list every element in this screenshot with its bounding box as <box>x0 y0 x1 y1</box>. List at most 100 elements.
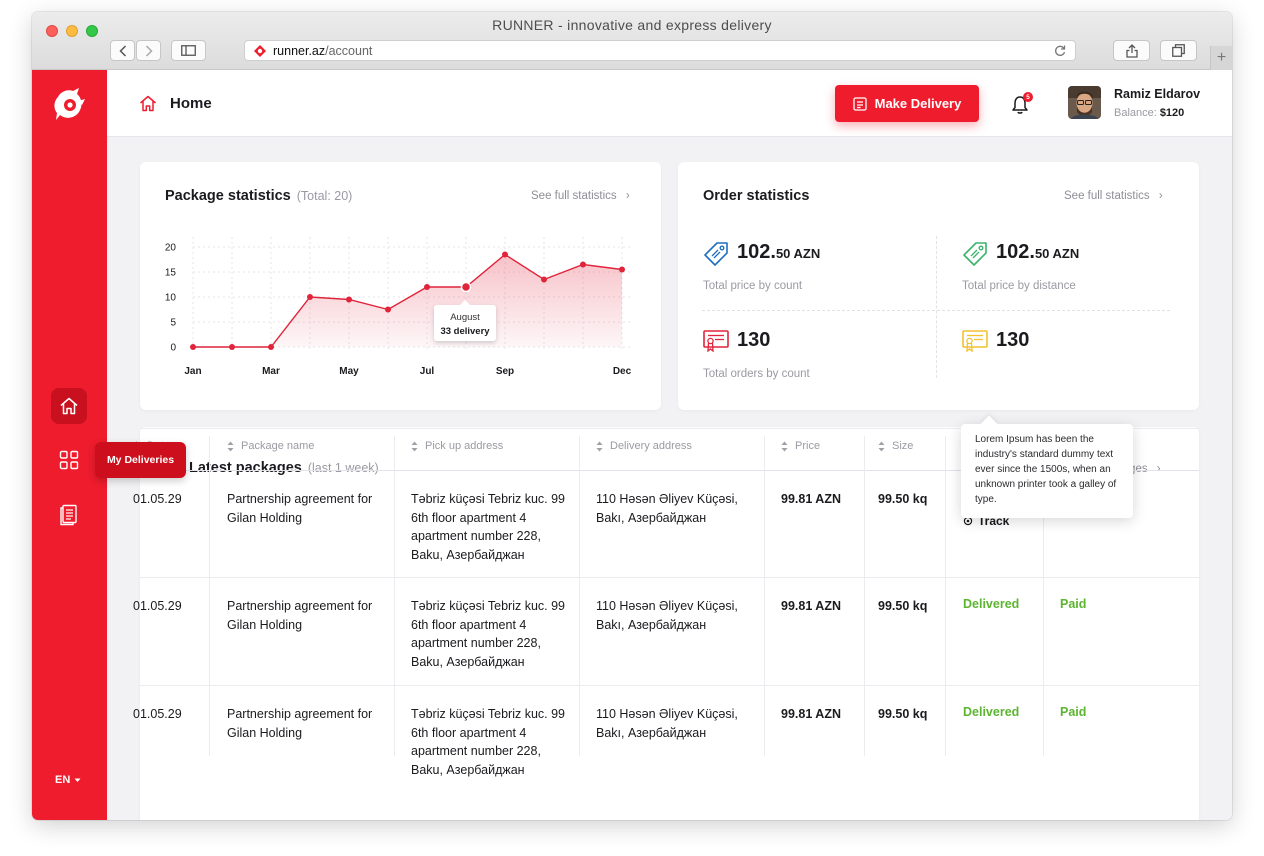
price-tag-icon <box>963 242 987 266</box>
latest-packages-heading: Latest packages <box>189 460 302 476</box>
user-photo-icon <box>1068 86 1101 119</box>
package-total: (Total: 20) <box>296 189 353 203</box>
address-bar[interactable]: runner.az/account <box>244 40 1076 61</box>
close-window-button[interactable] <box>46 25 58 37</box>
x-tick-label: Jul <box>420 366 435 377</box>
plus-icon: + <box>1216 49 1227 66</box>
order-statistics-card: Order statistics See full statistics › 1… <box>678 162 1199 410</box>
sidebar-tooltip: My Deliveries <box>95 442 186 478</box>
browser-toolbar: RUNNER - innovative and express delivery… <box>32 12 1232 70</box>
column-label: Size <box>892 440 914 452</box>
forward-button[interactable] <box>136 40 161 61</box>
column-header[interactable]: Pick up address <box>411 440 503 452</box>
cell-pickup: Təbriz küçəsi Tebriz kuc. 99 6th floor a… <box>411 707 565 777</box>
make-delivery-button[interactable]: Make Delivery <box>835 85 979 122</box>
stat-value-main: 102. <box>996 241 1035 263</box>
sort-icon <box>878 441 885 451</box>
home-icon <box>60 397 78 415</box>
column-header[interactable]: Package name <box>227 440 314 452</box>
column-label: Package name <box>241 440 315 452</box>
info-tooltip: Lorem Ipsum has been the industry's stan… <box>961 424 1133 518</box>
stat-value-small: 50 AZN <box>1034 246 1080 261</box>
see-full-statistics-link[interactable]: See full statistics › <box>1064 190 1163 202</box>
sort-icon <box>781 441 788 451</box>
user-balance: Balance: $120 <box>1114 107 1184 119</box>
cell-name: Partnership agreement for Gilan Holding <box>227 492 373 525</box>
stat-value-main: 130 <box>737 329 771 351</box>
total-orders-by-count-value: 130 <box>737 329 770 352</box>
chart-point <box>268 344 274 350</box>
column-divider <box>209 436 210 756</box>
sidebar-toggle-button[interactable] <box>171 40 206 61</box>
maximize-window-button[interactable] <box>86 25 98 37</box>
balance-value: $120 <box>1159 107 1185 119</box>
column-header[interactable]: Delivery address <box>596 440 692 452</box>
see-full-statistics-label: See full statistics <box>531 190 617 202</box>
latest-packages-title: Latest packages (last 1 week) <box>189 460 379 476</box>
column-header[interactable]: Size <box>878 440 913 452</box>
balance-label: Balance: <box>1114 107 1157 119</box>
new-tab-button[interactable]: + <box>1210 46 1232 70</box>
package-statistics-title: Package statistics (Total: 20) <box>165 188 352 204</box>
column-header[interactable]: Price <box>781 440 820 452</box>
browser-window: RUNNER - innovative and express delivery… <box>32 12 1232 820</box>
x-tick-label: Dec <box>613 366 632 377</box>
sidebar-item-home[interactable] <box>51 388 87 424</box>
avatar[interactable] <box>1068 86 1101 119</box>
chart-area-fill <box>193 254 622 347</box>
sort-icon <box>596 441 603 451</box>
user-name[interactable]: Ramiz Eldarov <box>1114 87 1201 101</box>
chart-tooltip-value: 33 delivery <box>440 326 490 337</box>
total-price-by-count-value: 102.50 AZN <box>737 241 820 264</box>
back-button[interactable] <box>110 40 135 61</box>
window-title: RUNNER - innovative and express delivery <box>492 17 772 33</box>
column-divider <box>945 436 946 756</box>
cell-size: 99.50 kq <box>878 492 928 506</box>
y-tick-label: 0 <box>170 343 176 354</box>
url-path: /account <box>325 43 373 58</box>
reload-icon[interactable] <box>1053 44 1067 58</box>
total-price-by-distance-label: Total price by distance <box>962 280 1076 292</box>
chart-point <box>619 266 625 273</box>
y-tick-label: 10 <box>165 293 177 304</box>
stats-divider-vertical <box>936 236 937 378</box>
caret-down-icon <box>74 778 81 782</box>
minimize-window-button[interactable] <box>66 25 78 37</box>
total-price-by-count-label: Total price by count <box>703 280 803 292</box>
see-full-statistics-link[interactable]: See full statistics › <box>531 190 630 202</box>
language-label: EN <box>55 774 71 786</box>
sidebar-item-deliveries[interactable] <box>51 442 87 478</box>
y-tick-label: 15 <box>165 268 177 279</box>
page-title: Home <box>170 95 212 112</box>
total-price-by-distance-value: 102.50 AZN <box>996 241 1079 264</box>
url-host: runner.az <box>273 43 326 58</box>
orders-count-value: 130 <box>996 329 1029 352</box>
chevron-right-icon: › <box>625 190 630 202</box>
chevron-right-icon: › <box>1156 463 1161 475</box>
row-divider <box>140 428 1199 429</box>
tabs-button[interactable] <box>1160 40 1197 61</box>
stat-value-small: 50 AZN <box>775 246 821 261</box>
sidebar-item-documents[interactable] <box>51 497 87 533</box>
chart-tooltip: August 33 delivery <box>434 300 496 341</box>
language-selector[interactable]: EN <box>55 774 81 786</box>
runner-logo[interactable] <box>52 87 88 123</box>
column-divider <box>864 436 865 756</box>
make-delivery-label: Make Delivery <box>874 96 962 111</box>
row-divider <box>140 577 1199 578</box>
share-button[interactable] <box>1113 40 1150 61</box>
y-tick-label: 20 <box>165 243 177 254</box>
cell-date: 01.05.29 <box>133 707 182 721</box>
chart-point <box>424 284 430 290</box>
row-divider <box>140 470 1199 471</box>
home-icon <box>140 95 156 112</box>
document-icon <box>60 504 77 526</box>
runner-favicon-icon <box>254 44 266 57</box>
x-tick-label: Jan <box>184 366 201 377</box>
chart-point <box>460 281 472 293</box>
stat-value-main: 102. <box>737 241 776 263</box>
chart-point <box>502 251 508 258</box>
certificate-icon <box>962 330 988 352</box>
chevron-right-icon <box>145 44 153 57</box>
